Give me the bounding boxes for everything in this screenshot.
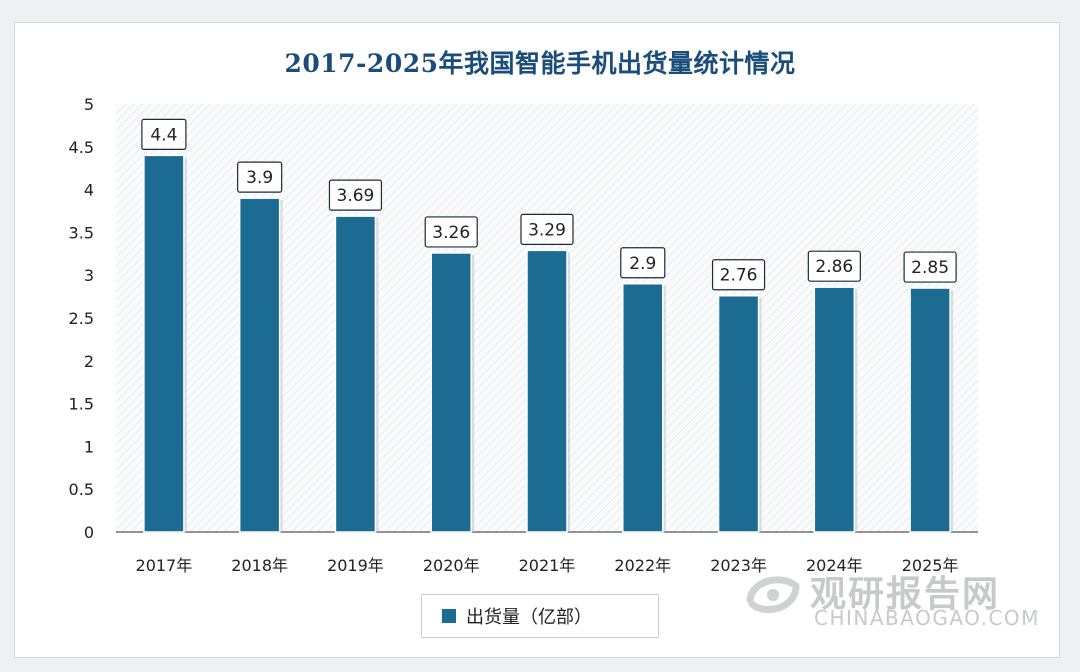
data-label: 2.86 [815, 257, 853, 277]
y-tick-label: 1 [84, 437, 94, 456]
bar [334, 215, 377, 533]
watermark-logo-icon [746, 576, 800, 614]
y-tick-label: 5 [84, 95, 94, 114]
x-tick-label: 2020年 [423, 556, 480, 575]
watermark-brand: 观研报告网 [810, 574, 1001, 615]
bar [238, 197, 281, 533]
y-tick-label: 4.5 [69, 138, 94, 157]
y-tick-label: 3 [84, 266, 94, 285]
x-tick-label: 2025年 [902, 556, 959, 575]
data-label: 2.76 [720, 266, 758, 286]
data-label-box [424, 216, 478, 248]
watermark-url: CHINABAOGAO.COM [814, 606, 1040, 630]
bar [430, 252, 472, 533]
y-tick-label: 0.5 [69, 480, 94, 499]
legend-swatch [442, 609, 456, 623]
data-label-box [620, 247, 666, 279]
legend: 出货量（亿部） [421, 594, 659, 638]
x-tick-label: 2022年 [614, 556, 671, 575]
data-label-box [141, 118, 187, 150]
data-label: 2.85 [911, 258, 949, 278]
y-tick-label: 1.5 [69, 395, 94, 414]
data-label: 3.9 [246, 168, 273, 188]
y-tick-label: 2.5 [69, 309, 94, 328]
bar [909, 287, 951, 533]
data-label-box [328, 179, 383, 211]
data-label-box [711, 259, 766, 291]
data-label: 3.26 [432, 223, 470, 243]
bar [526, 249, 568, 533]
y-tick-label: 3.5 [69, 223, 94, 242]
data-label-box [807, 250, 861, 282]
x-tick-label: 2017年 [136, 556, 193, 575]
x-tick-label: 2023年 [710, 556, 767, 575]
x-tick-label: 2021年 [519, 556, 576, 575]
x-tick-label: 2018年 [231, 556, 288, 575]
data-label: 2.9 [629, 254, 656, 274]
y-tick-label: 0 [84, 523, 94, 542]
data-label: 3.29 [528, 220, 566, 240]
data-label-box [520, 213, 574, 245]
chart-title: 2017-2025年我国智能手机出货量统计情况 [284, 49, 796, 78]
y-tick-label: 4 [84, 181, 94, 200]
data-label: 3.69 [337, 186, 375, 206]
data-label-box [903, 251, 957, 283]
bar [143, 154, 185, 533]
data-label: 4.4 [150, 125, 177, 145]
data-label-box [237, 161, 283, 193]
legend-label: 出货量（亿部） [466, 607, 592, 628]
y-tick-label: 2 [84, 352, 94, 371]
bar [813, 286, 856, 533]
x-tick-label: 2024年 [806, 556, 863, 575]
bar [622, 283, 664, 533]
bar [717, 294, 760, 533]
x-tick-label: 2019年 [327, 556, 384, 575]
